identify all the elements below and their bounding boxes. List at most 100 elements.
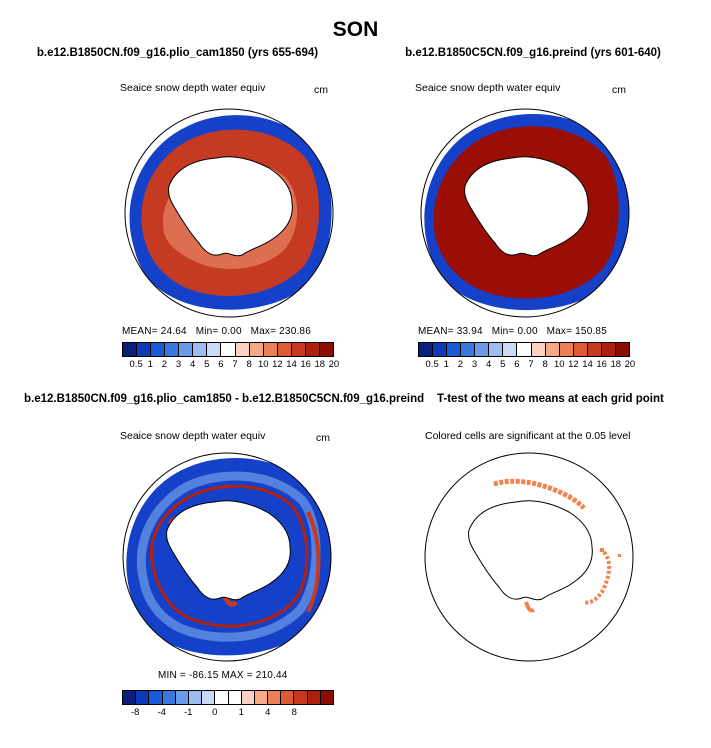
panel1-colorbar-tick-label: 2 [161, 359, 168, 370]
panel3-colorbar-swatch [241, 691, 255, 704]
panel2-colorbar-swatch [433, 343, 448, 356]
panel1-map [124, 108, 334, 318]
panel3-colorbar-tick-label: 1 [238, 707, 244, 718]
panel2-colorbar-swatch [601, 343, 616, 356]
panel1-max-label: Max= [250, 326, 277, 337]
panel3-colorbar-swatch [149, 691, 163, 704]
panel3-colorbar-tick-label [274, 707, 287, 718]
panel1-subtitle: Seaice snow depth water equiv [120, 82, 266, 94]
panel3-colorbar-swatch [320, 691, 333, 704]
panel2-colorbar-swatch [559, 343, 574, 356]
panel3-colorbar-swatch [254, 691, 269, 704]
panel2-colorbar-swatch [447, 343, 462, 356]
panel2-mean-value: 33.94 [456, 326, 483, 337]
panel2-colorbar-tick-label: 6 [514, 359, 520, 370]
panel2-colorbar-swatch [615, 343, 629, 356]
panel2-colorbar-tick-label: 2 [457, 359, 464, 370]
panel3-colorbar-swatch [294, 691, 308, 704]
panel1-colorbar-tick-label: 6 [218, 359, 224, 370]
panel3-colorbar-swatch [268, 691, 282, 704]
panel2-colorbar-tick-label: 14 [582, 359, 593, 370]
panel1-antarctica [168, 156, 293, 257]
panel1-mean-value: 24.64 [160, 326, 187, 337]
panel2-colorbar-swatch [461, 343, 476, 356]
panel3-colorbar-swatch [188, 691, 203, 704]
panel2-colorbar-tick-label: 1 [443, 359, 449, 370]
panel1-colorbar-swatch [263, 343, 278, 356]
panel2-min-value: 0.00 [517, 326, 538, 337]
panel1-stats: MEAN= 24.64 Min= 0.00 Max= 230.86 [122, 326, 311, 337]
panel1-colorbar-swatch [221, 343, 236, 356]
panel2-antarctica [464, 156, 589, 257]
panel3-colorbar-tick-label [221, 707, 234, 718]
panel3-colorbar-tick-label: -1 [184, 707, 193, 718]
panel2-colorbar-tick-label: 5 [500, 359, 506, 370]
panel2-colorbar-swatch [587, 343, 602, 356]
panel1-min-value: 0.00 [221, 326, 242, 337]
panel1-colorbar-swatch [137, 343, 152, 356]
panel2-colorbar-tick-label: 0.5 [425, 359, 439, 370]
panel3-unit: cm [316, 432, 330, 444]
panel3-colorbar-swatch [281, 691, 295, 704]
panel1-colorbar-tick-label: 12 [272, 359, 283, 370]
panel1-colorbar-swatch [123, 343, 138, 356]
panel1-colorbar-swatch [207, 343, 222, 356]
panel4-subtitle: Colored cells are significant at the 0.0… [425, 430, 631, 442]
panel1-colorbar-swatch [165, 343, 180, 356]
panel1-colorbar-swatch [235, 343, 250, 356]
panel1-colorbar-swatch [277, 343, 292, 356]
panel2-subtitle: Seaice snow depth water equiv [415, 82, 561, 94]
panel2-colorbar [418, 342, 630, 357]
panel4-sig-cell [600, 548, 604, 552]
panel3-colorbar-tick-label: 4 [265, 707, 271, 718]
panel3-colorbar-swatch [136, 691, 150, 704]
panel1-max-value: 230.86 [279, 326, 311, 337]
panel2-colorbar-tick-label: 10 [553, 359, 565, 370]
panel3-colorbar-tick-label: -8 [131, 707, 140, 718]
panel1-colorbar-tick-label: 3 [175, 359, 182, 370]
panel1-colorbar-tick-label: 10 [257, 359, 269, 370]
panel1-colorbar-swatch [179, 343, 194, 356]
panel3-colorbar-tick-label: 0 [212, 707, 218, 718]
panel3-colorbar-ticks: -8 -4 -1 0 1 4 8 [122, 707, 341, 718]
panel1-min-label: Min= [195, 326, 219, 337]
panel2-colorbar-tick-label: 8 [542, 359, 548, 370]
panel3-colorbar-swatch [175, 691, 189, 704]
panel1-colorbar-tick-label: 8 [246, 359, 252, 370]
panel1-colorbar-tick-label: 18 [314, 359, 326, 370]
panel3-stats: MIN = -86.15 MAX = 210.44 [158, 670, 288, 681]
panel3-colorbar-tick-label [142, 707, 155, 718]
panel3-title: b.e12.B1850CN.f09_g16.plio_cam1850 - b.e… [24, 393, 425, 405]
panel1-colorbar-tick-label: 5 [204, 359, 210, 370]
panel3-max-value: 210.44 [255, 670, 288, 681]
panel4-sig-cell [618, 554, 621, 557]
panel1-colorbar-tick-label: 0.5 [129, 359, 143, 370]
panel4-sig-cells-north [493, 478, 586, 510]
panel3-colorbar-tick-label [168, 707, 181, 718]
panel1-mean-label: MEAN= [122, 326, 158, 337]
panel3-colorbar-swatch [162, 691, 176, 704]
panel3-colorbar-tick-label [195, 707, 208, 718]
panel1-title: b.e12.B1850CN.f09_g16.plio_cam1850 (yrs … [36, 47, 319, 59]
panel2-colorbar-swatch [503, 343, 518, 356]
panel1-colorbar-swatch [291, 343, 306, 356]
panel2-colorbar-swatch [419, 343, 434, 356]
panel2-colorbar-swatch [573, 343, 588, 356]
panel2-colorbar-tick-label: 3 [471, 359, 478, 370]
panel1-colorbar-swatch [151, 343, 166, 356]
panel3-colorbar-swatch [123, 691, 137, 704]
panel1-colorbar-tick-label: 16 [300, 359, 311, 370]
panel3-min-value: -86.15 [188, 670, 219, 681]
panel2-colorbar-swatch [475, 343, 490, 356]
panel3-colorbar-tick-label: -4 [157, 707, 166, 718]
panel3-colorbar [122, 690, 334, 705]
panel1-colorbar-tick-label: 7 [232, 359, 238, 370]
panel2-colorbar-tick-label: 16 [596, 359, 607, 370]
panel3-map [122, 452, 332, 662]
panel2-colorbar-tick-label: 7 [528, 359, 534, 370]
panel3-antarctica [166, 500, 291, 601]
panel4-map [424, 452, 634, 662]
panel2-colorbar-tick-label: 12 [568, 359, 579, 370]
panel3-colorbar-tick-label: 8 [291, 707, 297, 718]
panel3-min-label: MIN = [158, 670, 186, 681]
